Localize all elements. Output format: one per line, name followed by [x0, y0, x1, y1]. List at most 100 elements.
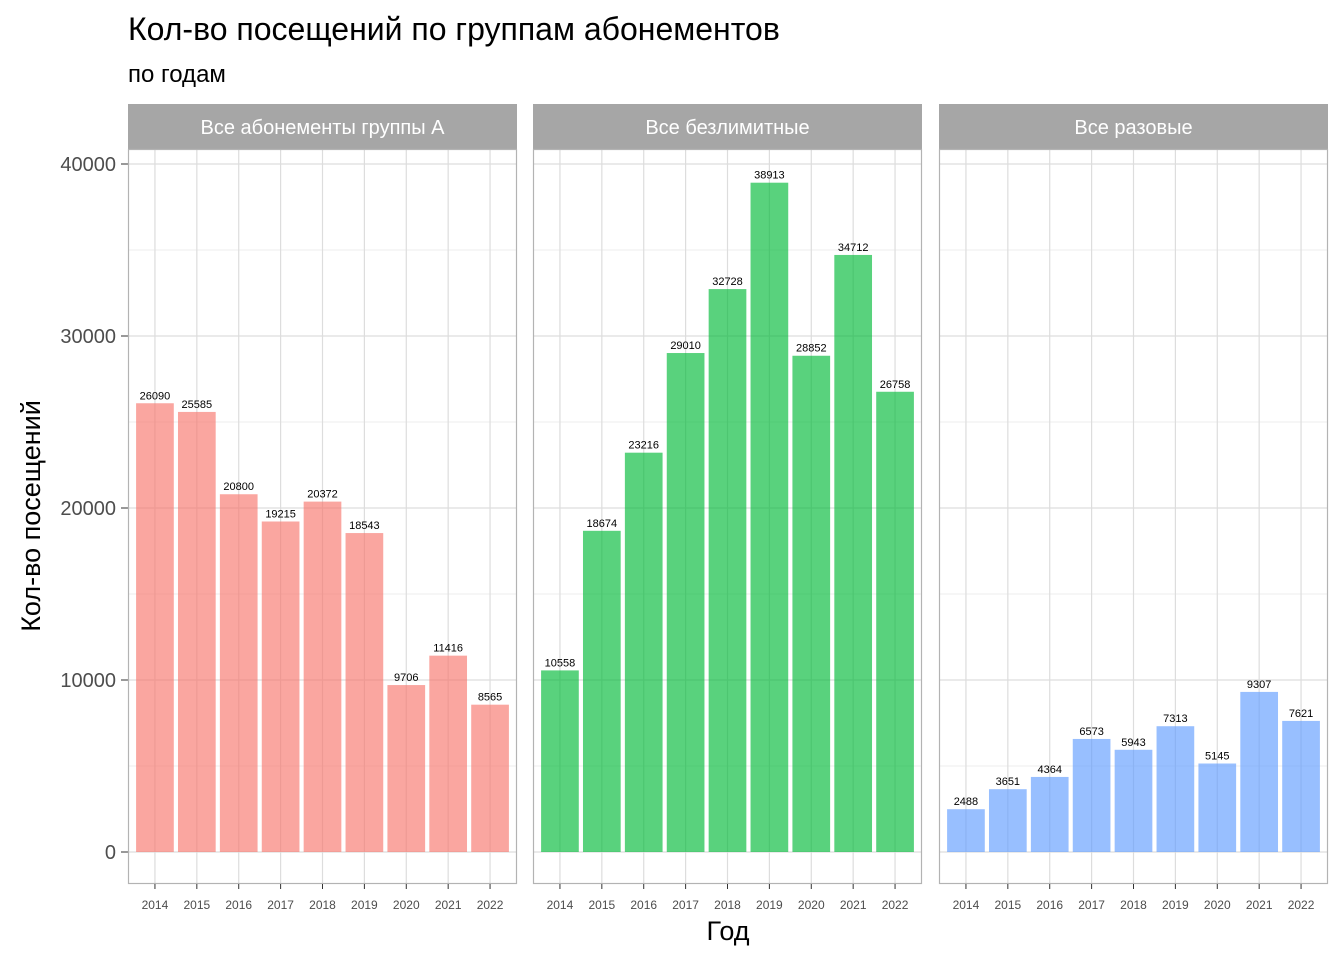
x-tick-label: 2015	[588, 898, 615, 912]
bar-value-label: 6573	[1079, 726, 1103, 738]
bar	[1198, 763, 1237, 852]
bar-value-label: 29010	[670, 340, 701, 352]
bar	[876, 391, 914, 852]
facet-strip-label: Все безлимитные	[645, 117, 809, 139]
bar	[387, 685, 426, 852]
x-tick-label: 2020	[798, 898, 825, 912]
bar	[177, 411, 216, 852]
bar	[792, 355, 831, 852]
bar-value-label: 34712	[838, 242, 869, 254]
facet-strip	[939, 104, 1328, 149]
facet-strip-label: Все абонементы группы А	[200, 117, 445, 139]
x-tick-label: 2020	[393, 898, 420, 912]
bar-value-label: 26758	[880, 379, 911, 391]
bar-value-label: 5145	[1205, 751, 1229, 763]
x-tick-label: 2016	[1036, 898, 1063, 912]
bar	[541, 670, 579, 852]
x-tick-label: 2021	[435, 898, 462, 912]
bar-value-label: 28852	[796, 343, 827, 355]
y-tick-label: 0	[105, 842, 116, 864]
bar-value-label: 10558	[545, 657, 576, 669]
bar	[1156, 726, 1195, 852]
bar-value-label: 8565	[478, 692, 502, 704]
bar	[750, 182, 789, 852]
y-tick-label: 40000	[60, 154, 116, 176]
bar	[345, 533, 384, 852]
x-tick-label: 2014	[953, 898, 980, 912]
facet-strip	[128, 104, 517, 149]
facet-panel: Все разовые 2488 3651 4364 6573 5943 7313 5145 9…	[938, 104, 1329, 912]
bar-value-label: 2488	[954, 796, 978, 808]
bar-value-label: 26090	[140, 390, 171, 402]
bar-value-label: 4364	[1037, 764, 1061, 776]
bar-value-label: 32728	[712, 276, 743, 288]
bar	[624, 452, 663, 852]
panel-border	[127, 148, 518, 885]
facet-panel: Все абонементы группы А 26090 25585 20800 19…	[127, 104, 518, 912]
x-tick-label: 2022	[1288, 898, 1315, 912]
bar	[988, 789, 1027, 852]
x-tick-label: 2022	[477, 898, 504, 912]
bar	[666, 353, 705, 852]
bar-value-label: 18674	[587, 518, 618, 530]
x-tick-label: 2018	[1120, 898, 1147, 912]
bar-value-label: 9307	[1247, 679, 1271, 691]
x-tick-label: 2016	[225, 898, 252, 912]
bar	[708, 289, 747, 853]
bar-value-label: 38913	[754, 170, 785, 182]
x-tick-label: 2017	[1078, 898, 1105, 912]
x-tick-label: 2014	[547, 898, 574, 912]
x-axis-title: Год	[707, 916, 750, 946]
bar-value-label: 20800	[223, 481, 254, 493]
x-tick-label: 2014	[142, 898, 169, 912]
bar	[834, 254, 873, 852]
y-axis: 0 10000 20000 30000 40000	[60, 154, 128, 864]
x-tick-label: 2021	[840, 898, 867, 912]
bar-value-label: 5943	[1121, 737, 1145, 749]
bar	[1030, 776, 1069, 852]
bar	[471, 704, 509, 852]
bar	[1072, 738, 1111, 852]
y-tick-label: 30000	[60, 326, 116, 348]
chart-subtitle: по годам	[128, 61, 226, 88]
x-tick-label: 2015	[183, 898, 210, 912]
x-tick-label: 2018	[714, 898, 741, 912]
x-tick-label: 2022	[882, 898, 909, 912]
bar	[429, 655, 468, 852]
panel-border	[938, 148, 1329, 885]
y-axis-title: Кол-во посещений	[16, 400, 46, 632]
facet-strip-label: Все разовые	[1074, 117, 1192, 139]
bar-value-label: 23216	[628, 440, 659, 452]
bar-value-label: 7313	[1163, 713, 1187, 725]
panel-border	[532, 148, 923, 885]
y-tick-label: 20000	[60, 498, 116, 520]
bar	[1282, 720, 1320, 852]
x-tick-label: 2019	[756, 898, 783, 912]
chart-title: Кол-во посещений по группам абонементов	[128, 11, 780, 47]
x-tick-label: 2021	[1246, 898, 1273, 912]
bar-value-label: 18543	[349, 520, 380, 532]
bar-value-label: 9706	[394, 672, 418, 684]
x-tick-label: 2016	[630, 898, 657, 912]
bar	[1240, 691, 1279, 852]
x-tick-label: 2019	[351, 898, 378, 912]
bar-value-label: 25585	[182, 399, 213, 411]
bar	[303, 501, 342, 852]
bar	[261, 521, 300, 852]
facet-panel: Все безлимитные 10558 18674 23216 29010 32728…	[532, 104, 923, 912]
y-tick-label: 10000	[60, 670, 116, 692]
x-tick-label: 2018	[309, 898, 336, 912]
bar	[219, 494, 258, 852]
bar-value-label: 3651	[996, 776, 1020, 788]
x-tick-label: 2017	[267, 898, 294, 912]
x-tick-label: 2020	[1204, 898, 1231, 912]
bar-value-label: 20372	[307, 489, 338, 501]
bar	[582, 530, 621, 852]
bar	[1114, 749, 1153, 852]
bar	[947, 809, 985, 852]
bar-value-label: 11416	[433, 643, 463, 655]
bar-value-label: 19215	[265, 509, 296, 521]
x-tick-label: 2017	[672, 898, 699, 912]
bar	[136, 403, 174, 852]
